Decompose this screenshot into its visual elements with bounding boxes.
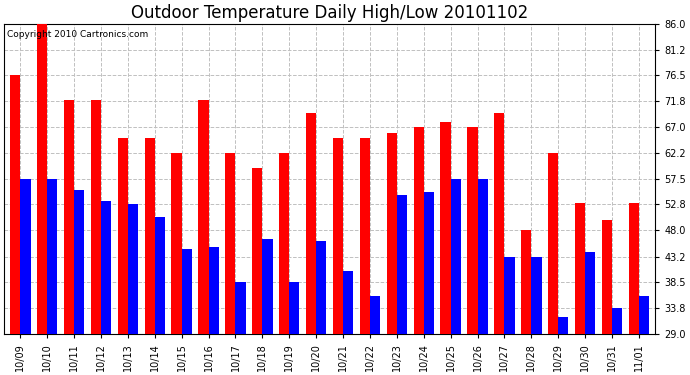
Bar [225, 153, 235, 334]
Bar [504, 256, 515, 334]
Bar [333, 138, 343, 334]
Bar [386, 132, 397, 334]
Bar [585, 252, 595, 334]
Bar [531, 256, 542, 334]
Bar [128, 204, 138, 334]
Bar [252, 168, 262, 334]
Bar [494, 114, 504, 334]
Bar [262, 238, 273, 334]
Bar [118, 138, 128, 334]
Bar [279, 153, 289, 334]
Bar [521, 231, 531, 334]
Bar [548, 153, 558, 334]
Bar [629, 203, 639, 334]
Bar [10, 75, 20, 334]
Bar [289, 282, 299, 334]
Bar [467, 127, 477, 334]
Title: Outdoor Temperature Daily High/Low 20101102: Outdoor Temperature Daily High/Low 20101… [131, 4, 529, 22]
Bar [424, 192, 434, 334]
Bar [558, 318, 569, 334]
Bar [639, 296, 649, 334]
Bar [359, 138, 370, 334]
Bar [612, 308, 622, 334]
Bar [316, 242, 326, 334]
Bar [370, 296, 380, 334]
Bar [440, 122, 451, 334]
Bar [101, 201, 111, 334]
Bar [145, 138, 155, 334]
Bar [208, 247, 219, 334]
Bar [91, 100, 101, 334]
Bar [171, 153, 181, 334]
Bar [413, 127, 424, 334]
Bar [477, 179, 488, 334]
Bar [20, 179, 30, 334]
Bar [155, 217, 165, 334]
Bar [47, 179, 57, 334]
Bar [235, 282, 246, 334]
Bar [306, 114, 316, 334]
Bar [198, 100, 208, 334]
Bar [575, 203, 585, 334]
Bar [343, 271, 353, 334]
Bar [37, 24, 47, 334]
Bar [64, 100, 74, 334]
Text: Copyright 2010 Cartronics.com: Copyright 2010 Cartronics.com [8, 30, 148, 39]
Bar [397, 195, 407, 334]
Bar [451, 179, 461, 334]
Bar [602, 220, 612, 334]
Bar [74, 190, 84, 334]
Bar [181, 249, 192, 334]
